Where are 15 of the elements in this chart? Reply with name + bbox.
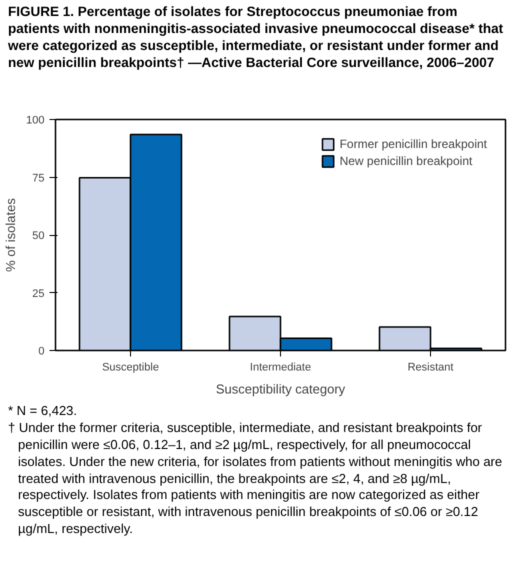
- y-tick-label: 75: [32, 172, 45, 184]
- x-tick-label: Resistant: [408, 362, 454, 374]
- x-tick-label: Susceptible: [102, 362, 159, 374]
- x-tick-label: Intermediate: [250, 362, 312, 374]
- y-tick-label: 25: [32, 288, 45, 300]
- chart-title: FIGURE 1. Percentage of isolates for Streptococcus pneumoniae from patients with nonmeningitis-associated invasive pneumococcal disease* that were categorized as susceptible, intermediate, or resistant under former and new penicillin breakpoints† —Active Bacterial Core surveillance, 2006–2007: [8, 4, 504, 72]
- y-axis-title: % of isolates: [3, 198, 18, 272]
- y-tick-label: 50: [32, 230, 45, 242]
- text: * N = 6,423.: [8, 403, 78, 420]
- text: † Under the former criteria, susceptible, intermediate, and resistant breakpoints for penicillin were ≤0.06, 0.12–1, and ≥2 µg/mL, respectively, for all pneumococcal isolates. Under the new criteria, for isolates from patients without meningitis who are treated with intravenous penicillin, the breakpoints are ≤2, 4, and ≥8 µg/mL, respectively. Isolates from patients with meningitis are now categorized as either susceptible or resistant, with intravenous penicillin breakpoints of ≤0.06 or ≥0.12 µg/mL, respectively.: [8, 420, 503, 538]
- x-axis-title: Susceptibility category: [216, 382, 346, 396]
- y-tick-label: 100: [26, 114, 45, 126]
- legend-label: Former penicillin breakpoint: [340, 137, 487, 151]
- y-tick-label: 0: [38, 346, 45, 358]
- legend-label: New penicillin breakpoint: [340, 154, 472, 168]
